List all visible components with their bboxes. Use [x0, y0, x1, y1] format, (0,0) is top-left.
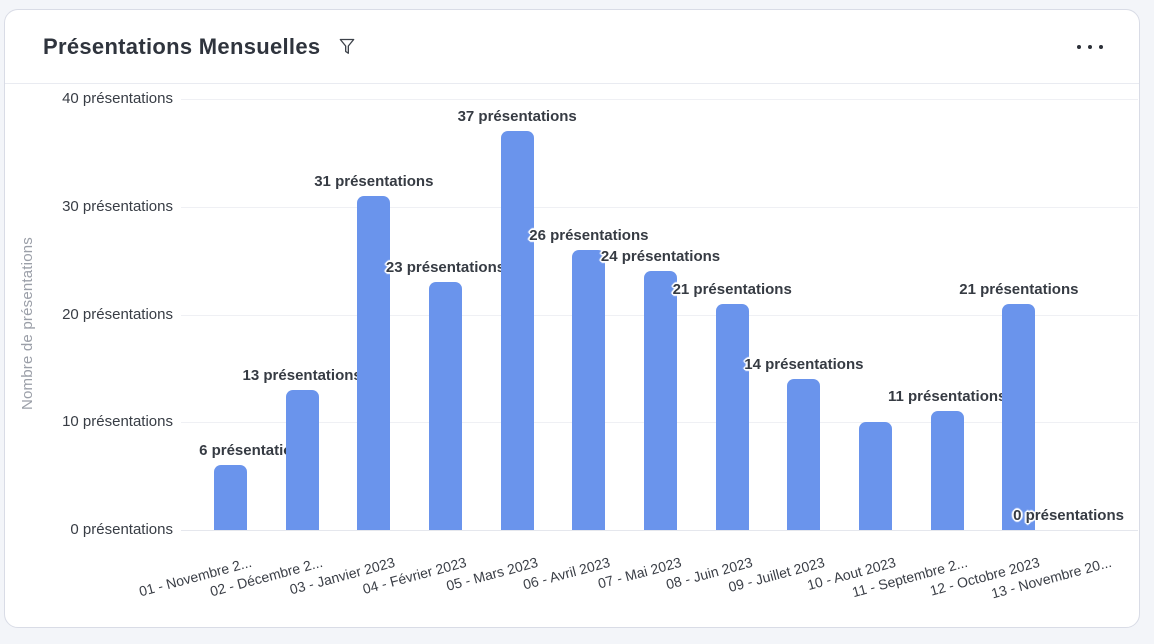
ellipsis-menu-icon[interactable] — [1075, 39, 1105, 55]
bar-value-label: 11 présentations — [887, 388, 1007, 406]
bar-value-label: 0 présentations — [1013, 507, 1124, 524]
bar[interactable] — [429, 282, 462, 530]
bar-value-label: 21 présentations — [672, 280, 792, 298]
y-tick-label: 20 présentations — [62, 305, 173, 323]
y-tick-label: 40 présentations — [62, 90, 173, 107]
y-tick-label: 30 présentations — [62, 197, 173, 215]
bar[interactable] — [214, 465, 247, 530]
bar-value-label: 21 présentations — [959, 280, 1079, 298]
bar-value-label: 24 présentations — [600, 248, 721, 266]
y-tick-label: 0 présentations — [70, 521, 173, 538]
ellipsis-dot — [1077, 44, 1081, 49]
widget-title: Présentations Mensuelles — [43, 33, 321, 59]
ellipsis-dot — [1099, 44, 1103, 49]
gridline — [181, 530, 1138, 531]
bar[interactable] — [500, 131, 534, 530]
y-tick-label: 10 présentations — [62, 413, 173, 431]
bar-value-label: 26 présentations — [529, 226, 649, 244]
bar[interactable] — [787, 379, 821, 530]
filter-icon[interactable] — [337, 36, 357, 58]
bar-value-label: 23 présentations — [385, 259, 506, 277]
bar-value-label: 14 présentations — [744, 356, 864, 374]
bar-value-label: 13 présentations — [242, 366, 362, 384]
gridline — [181, 99, 1138, 100]
bar[interactable] — [572, 249, 606, 530]
ellipsis-dot — [1088, 44, 1092, 49]
bar[interactable] — [644, 271, 678, 530]
bar[interactable] — [715, 303, 749, 530]
bar[interactable] — [357, 195, 391, 530]
bar[interactable] — [285, 389, 319, 530]
card-header: Présentations Mensuelles — [5, 10, 1139, 84]
bar[interactable] — [1002, 303, 1036, 530]
bar[interactable] — [930, 411, 964, 530]
bar-chart: Nombre de présentations 0 présentations 1… — [5, 10, 1139, 627]
bar[interactable] — [859, 422, 893, 530]
bar-value-label: 6 présentations — [199, 442, 310, 460]
bar-value-label: 31 présentations — [314, 172, 434, 190]
bar-value-label: 37 présentations — [457, 108, 577, 126]
widget-card: Présentations Mensuelles Nombre de prése… — [4, 9, 1140, 628]
gridline — [181, 206, 1138, 208]
